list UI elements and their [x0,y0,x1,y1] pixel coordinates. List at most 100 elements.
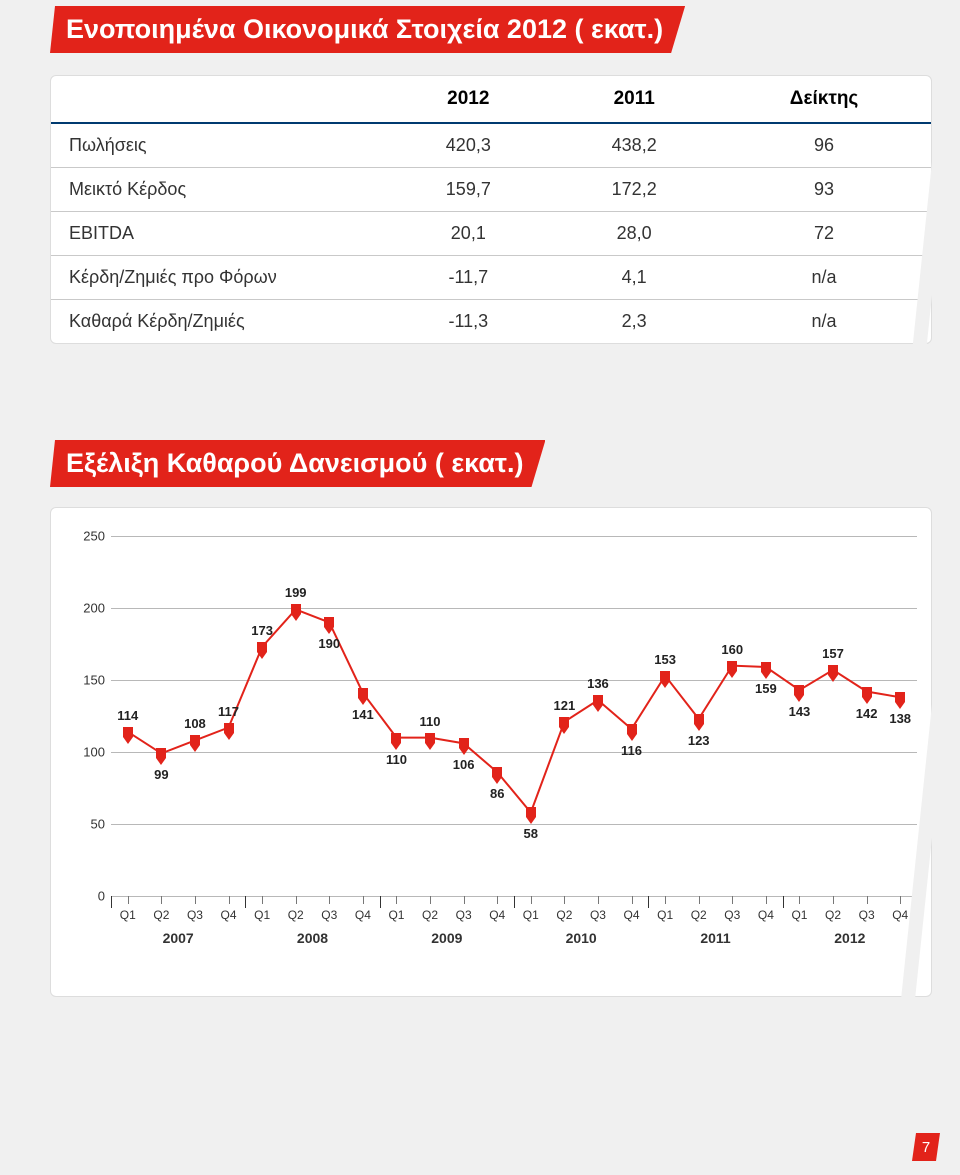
chart-marker [593,695,603,705]
chart-marker [895,692,905,702]
cell: n/a [717,256,931,300]
x-axis-quarter-label: Q1 [254,908,270,922]
chart-marker-flag [324,627,334,634]
cell: Πωλήσεις [51,123,385,168]
chart-value-label: 173 [251,623,273,638]
cell: n/a [717,300,931,344]
chart-value-label: 116 [621,743,642,758]
x-axis-quarter-label: Q3 [321,908,337,922]
chart-marker-flag [156,758,166,765]
chart-value-label: 110 [386,752,407,767]
chart-marker-flag [425,743,435,750]
chart-marker-flag [862,697,872,704]
chart-marker [694,714,704,724]
financial-table: 2012 2011 Δείκτης Πωλήσεις420,3438,296Με… [51,76,931,343]
x-tick-year [917,896,918,908]
chart-marker-flag [828,675,838,682]
cell: 28,0 [551,212,717,256]
chart-marker [257,642,267,652]
chart-marker-flag [794,695,804,702]
chart-value-label: 143 [789,704,811,719]
chart-marker-flag [761,672,771,679]
chart-value-label: 159 [755,681,777,696]
chart-marker [324,617,334,627]
net-debt-chart-card: 050100150200250Q1Q2Q3Q42007Q1Q2Q3Q42008Q… [50,507,932,997]
x-axis-year-label: 2007 [163,930,194,946]
x-axis-quarter-label: Q3 [456,908,472,922]
chart-marker-flag [291,614,301,621]
chart-value-label: 190 [318,636,340,651]
col-blank [51,76,385,123]
net-debt-chart: 050100150200250Q1Q2Q3Q42007Q1Q2Q3Q42008Q… [65,536,917,976]
cell: 20,1 [385,212,551,256]
chart-value-label: 160 [721,642,743,657]
page-number: 7 [912,1133,940,1161]
chart-marker [224,723,234,733]
cell: Μεικτό Κέρδος [51,168,385,212]
table-row: Μεικτό Κέρδος159,7172,293 [51,168,931,212]
chart-marker [291,604,301,614]
chart-value-label: 121 [554,698,576,713]
x-axis-year-label: 2012 [834,930,865,946]
cell: 420,3 [385,123,551,168]
chart-marker-flag [257,652,267,659]
chart-marker-flag [694,724,704,731]
chart-marker-flag [391,743,401,750]
col-2012: 2012 [385,76,551,123]
x-axis-quarter-label: Q2 [288,908,304,922]
x-axis-quarter-label: Q2 [825,908,841,922]
chart-marker [459,738,469,748]
chart-marker-flag [358,698,368,705]
chart-marker-flag [895,702,905,709]
x-axis-quarter-label: Q3 [187,908,203,922]
financial-table-card: 2012 2011 Δείκτης Πωλήσεις420,3438,296Με… [50,75,932,344]
chart-marker-flag [593,705,603,712]
chart-marker [425,733,435,743]
x-axis-quarter-label: Q4 [489,908,505,922]
cell: 438,2 [551,123,717,168]
chart-marker-flag [492,777,502,784]
col-2011: 2011 [551,76,717,123]
chart-value-label: 153 [654,652,676,667]
chart-value-label: 58 [524,826,538,841]
x-axis-year-label: 2009 [431,930,462,946]
table-row: EBITDA20,128,072 [51,212,931,256]
chart-value-label: 117 [218,704,239,719]
chart-value-label: 199 [285,585,307,600]
cell: EBITDA [51,212,385,256]
x-axis-quarter-label: Q3 [859,908,875,922]
chart-marker-flag [660,681,670,688]
chart-value-label: 86 [490,786,504,801]
x-axis-quarter-label: Q4 [758,908,774,922]
chart-marker [358,688,368,698]
table-row: Πωλήσεις420,3438,296 [51,123,931,168]
x-axis-quarter-label: Q2 [422,908,438,922]
x-axis-quarter-label: Q3 [590,908,606,922]
x-axis-year-label: 2011 [700,930,730,946]
x-axis-quarter-label: Q1 [657,908,673,922]
col-index: Δείκτης [717,76,931,123]
cell: 93 [717,168,931,212]
chart-marker [526,807,536,817]
x-axis-quarter-label: Q1 [523,908,539,922]
x-axis-quarter-label: Q1 [120,908,136,922]
chart-marker [660,671,670,681]
chart-marker-flag [526,817,536,824]
table-row: Κέρδη/Ζημιές προ Φόρων-11,74,1n/a [51,256,931,300]
cell: Κέρδη/Ζημιές προ Φόρων [51,256,385,300]
chart-value-label: 99 [154,767,168,782]
chart-marker-flag [627,734,637,741]
section-title-2: Εξέλιξη Καθαρού Δανεισμού ( εκατ.) [50,440,545,487]
cell: Καθαρά Κέρδη/Ζημιές [51,300,385,344]
chart-marker [559,717,569,727]
x-axis-quarter-label: Q2 [691,908,707,922]
chart-marker [123,727,133,737]
chart-marker-flag [459,748,469,755]
cell: 72 [717,212,931,256]
cell: 96 [717,123,931,168]
x-axis-quarter-label: Q1 [791,908,807,922]
x-axis-quarter-label: Q4 [624,908,640,922]
x-axis-quarter-label: Q1 [388,908,404,922]
chart-marker [727,661,737,671]
chart-value-label: 157 [822,646,844,661]
